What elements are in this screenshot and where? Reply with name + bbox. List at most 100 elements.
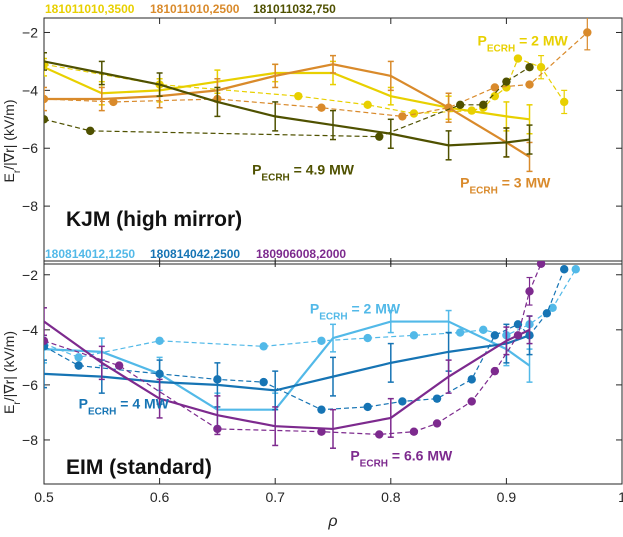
legend-entry: 181011010,2500 xyxy=(150,2,240,16)
y-axis-label-part: /|∇r| (kV/m) xyxy=(1,100,17,170)
legend-entry: 181011010,3500 xyxy=(45,2,135,16)
profile-line xyxy=(44,320,530,431)
x-tick-label: 0.5 xyxy=(34,489,54,505)
annotation-sub: ECRH xyxy=(261,172,289,183)
measured-point xyxy=(375,132,384,141)
annotation-value: = 6.6 MW xyxy=(388,448,453,464)
legend-entry: 180814012,1250 xyxy=(45,247,135,261)
y-tick-label: −8 xyxy=(22,198,38,214)
measured-dashed-line xyxy=(44,57,565,115)
measured-point xyxy=(455,100,465,110)
plot-frame xyxy=(43,17,623,265)
annotation-sub: ECRH xyxy=(487,43,515,54)
power-annotation: PECRH = 4.9 MW xyxy=(252,161,355,183)
y-tick-label: −2 xyxy=(22,267,38,283)
measured-point xyxy=(317,405,326,414)
measured-point xyxy=(317,427,326,436)
measured-point xyxy=(542,309,552,318)
annotation-p: P xyxy=(350,448,359,464)
annotation-p: P xyxy=(460,174,469,190)
measured-point xyxy=(548,303,557,313)
measured-point xyxy=(363,333,372,343)
annotation-sub: ECRH xyxy=(470,185,498,196)
profile-line xyxy=(44,60,530,147)
measured-point xyxy=(44,115,49,124)
y-tick-label: −4 xyxy=(22,322,38,338)
measured-point xyxy=(571,265,580,274)
measured-point xyxy=(409,427,419,436)
measured-point xyxy=(294,91,303,101)
series-181011032,750 xyxy=(44,51,534,161)
x-axis-label: ρ xyxy=(327,513,337,530)
measured-point xyxy=(44,336,49,346)
measured-point xyxy=(375,430,384,439)
data-layer xyxy=(44,18,592,173)
annotation-value: = 4 MW xyxy=(116,395,169,411)
profile-line xyxy=(44,63,531,158)
x-tick-label: 0.8 xyxy=(381,489,401,505)
measured-point xyxy=(560,97,569,107)
power-annotation: PECRH = 3 MW xyxy=(460,174,551,196)
y-tick-label: −2 xyxy=(22,24,38,40)
measured-point xyxy=(490,366,500,376)
measured-point xyxy=(455,328,465,337)
annotation-value: = 2 MW xyxy=(348,300,401,316)
annotation-p: P xyxy=(252,161,261,177)
measured-point xyxy=(432,419,442,428)
measured-point xyxy=(74,361,83,370)
power-annotation: PECRH = 6.6 MW xyxy=(350,448,453,470)
measured-point xyxy=(409,109,419,118)
measured-point xyxy=(479,100,488,110)
measured-point xyxy=(398,112,407,121)
x-tick-label: 0.9 xyxy=(497,489,517,505)
measured-point xyxy=(155,336,164,346)
annotation-p: P xyxy=(79,395,88,411)
measured-point xyxy=(363,402,372,412)
y-axis-label-part: /|∇r| (kV/m) xyxy=(1,331,17,401)
annotation-sub: ECRH xyxy=(88,406,116,417)
y-tick-label: −8 xyxy=(22,432,38,448)
power-annotation: PECRH = 2 MW xyxy=(478,32,569,54)
annotation-value: = 3 MW xyxy=(498,174,551,190)
annotation-sub: ECRH xyxy=(319,311,347,322)
panel-label: EIM (standard) xyxy=(66,456,212,479)
power-annotation: PECRH = 2 MW xyxy=(310,300,401,322)
measured-point xyxy=(467,397,476,406)
measured-point xyxy=(525,287,534,296)
legend-entry: 181011032,750 xyxy=(253,2,336,16)
measured-point xyxy=(259,377,268,387)
y-tick-label: −6 xyxy=(22,140,38,156)
data-layer xyxy=(44,261,580,449)
measured-point xyxy=(490,91,500,101)
profile-line xyxy=(44,334,530,392)
measured-point xyxy=(536,62,546,72)
power-annotation: PECRH = 4 MW xyxy=(79,395,170,417)
measured-point xyxy=(259,342,268,351)
y-axis-label-part: E xyxy=(1,405,17,414)
measured-point xyxy=(114,361,124,370)
measured-point xyxy=(432,394,442,403)
measured-point xyxy=(363,100,372,110)
measured-point xyxy=(525,80,534,89)
y-axis-label: Er/|∇r| (kV/m) xyxy=(1,331,23,414)
series-180814042,2500 xyxy=(44,265,569,414)
profile-line xyxy=(44,320,531,411)
measured-dashed-line xyxy=(44,32,588,118)
series-180906008,2000 xyxy=(44,261,546,449)
annotation-sub: ECRH xyxy=(360,458,388,469)
y-tick-label: −6 xyxy=(22,377,38,393)
measured-point xyxy=(86,126,95,136)
measured-point xyxy=(317,336,326,346)
x-tick-label: 0.7 xyxy=(265,489,285,505)
measured-point xyxy=(513,54,523,63)
y-axis-label: Er/|∇r| (kV/m) xyxy=(1,100,23,183)
measured-point xyxy=(467,375,476,384)
measured-point xyxy=(502,83,511,92)
measured-point xyxy=(490,83,500,92)
measured-point xyxy=(109,97,118,107)
y-axis-label-part: E xyxy=(1,173,17,182)
x-tick-label: 0.6 xyxy=(150,489,170,505)
measured-point xyxy=(502,77,511,86)
measured-point xyxy=(479,325,488,335)
